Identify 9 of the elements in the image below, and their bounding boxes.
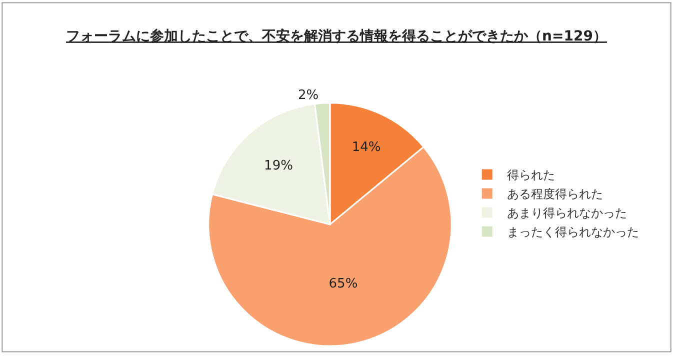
data-label: 14% [352, 140, 381, 155]
legend-label: あまり得られなかった [507, 206, 628, 220]
data-label: 65% [328, 276, 358, 292]
legend-label: ある程度得られた [507, 187, 604, 202]
chart-title: フォーラムに参加したことで、不安を解消する情報を得ることができたか（n=129） [66, 28, 607, 44]
data-label: 2% [298, 88, 319, 104]
data-label: 19% [264, 158, 293, 174]
legend-label: まったく得られなかった [507, 225, 640, 240]
legend-label: 得られた [507, 168, 556, 182]
